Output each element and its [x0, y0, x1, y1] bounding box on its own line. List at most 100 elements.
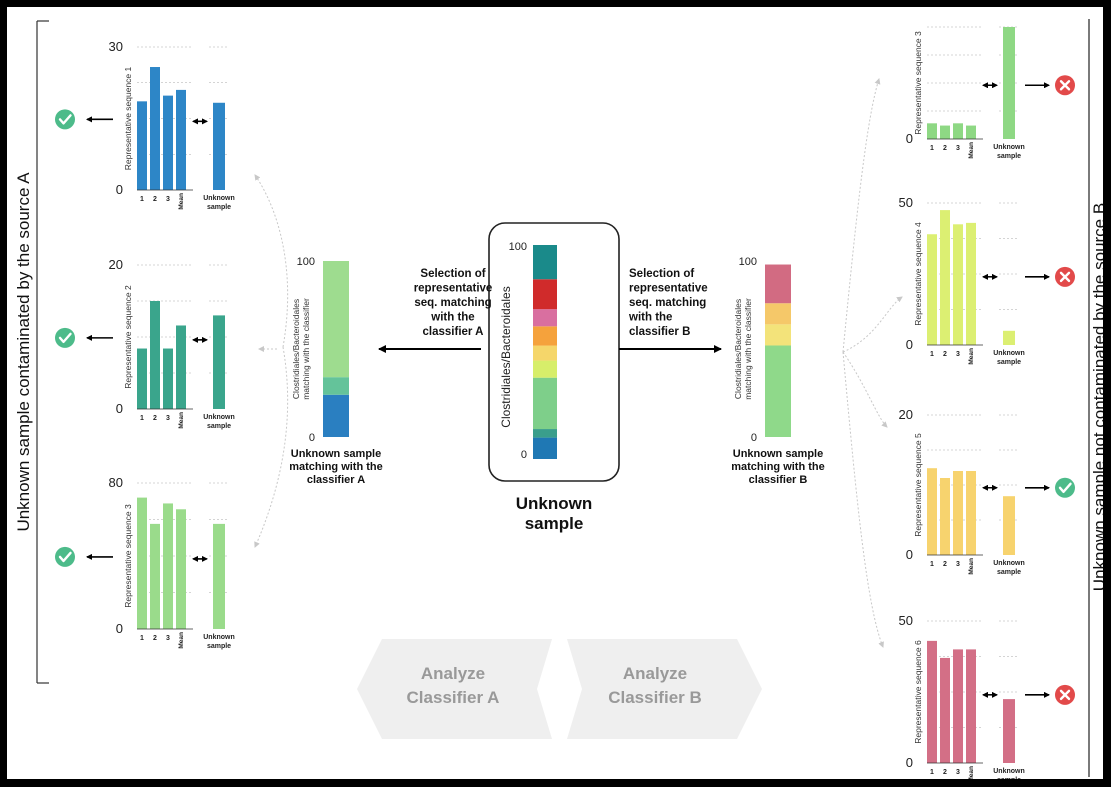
right-panel-1-bar-0 [927, 234, 937, 345]
left-panel-0-ymax: 30 [109, 39, 123, 54]
match-a-caption-2: classifier A [307, 474, 365, 486]
arrow-b-text-3: with the [628, 312, 672, 324]
right-panel-2-ymin: 0 [906, 547, 913, 562]
arrow-b-text-2: seq. matching [629, 297, 706, 309]
analyze-a-line2: Classifier A [407, 688, 500, 707]
right-panel-3-unknown-label-0: Unknown [993, 768, 1025, 775]
figure-canvas: Unknown sample contaminated by the sourc… [14, 19, 1103, 779]
right-check-icon-2 [1055, 477, 1075, 498]
right-cross-icon-0 [1055, 75, 1075, 96]
left-panel-1-ymax: 20 [109, 257, 123, 272]
right-panel-3-ymax: 50 [899, 613, 913, 628]
left-side-label: Unknown sample contaminated by the sourc… [14, 172, 33, 532]
left-panel-2-ylabel: Representative sequence 3 [123, 504, 133, 608]
right-panel-2-xlabel-0: 1 [930, 561, 934, 568]
right-panel-3-bar-3 [966, 649, 976, 763]
match-a-caption-0: Unknown sample [291, 448, 381, 460]
right-panel-0-xlabel-0: 1 [930, 145, 934, 152]
arrow-a-text-1: representative [414, 283, 493, 295]
right-panel-1-unknown-bar [1003, 330, 1015, 345]
left-panel-1-xlabel-3: Mean [178, 412, 185, 429]
right-panel-3-xlabel-0: 1 [930, 769, 934, 776]
right-panel-3-ylabel: Representative sequence 6 [913, 640, 923, 744]
left-panel-1-ymin: 0 [116, 401, 123, 416]
right-panel-3-bar-1 [940, 657, 950, 763]
match-b-segment-0 [765, 345, 791, 437]
match-b-axis-label-1: Clostridiales/Bacteroidales [733, 299, 743, 399]
match-b-axis-label-2: matching with the classifier [743, 298, 753, 400]
left-panel-2-ymin: 0 [116, 621, 123, 636]
left-bracket [36, 20, 49, 684]
right-panel-3-xlabel-2: 3 [956, 769, 960, 776]
match-a-axis-label-2: matching with the classifier [301, 298, 311, 400]
right-panel-1-bar-3 [966, 222, 976, 345]
left-panel-1-bar-0 [137, 348, 147, 409]
right-panel-1-ymax: 50 [899, 195, 913, 210]
right-panel-2-bar-2 [953, 471, 963, 555]
left-panel-1-bar-1 [150, 301, 160, 409]
center-segment-1 [533, 429, 557, 438]
left-panel-2-xlabel-1: 2 [153, 635, 157, 642]
left-panel-0-unknown-bar [213, 102, 225, 190]
right-panel-0-xlabel-1: 2 [943, 145, 947, 152]
left-panel-0-bar-2 [163, 95, 173, 190]
right-panel-2-bar-0 [927, 468, 937, 555]
left-panel-1: 1 2 3 Mean Unknown sample 20 0 Representative se… [109, 257, 235, 430]
left-panel-1-unknown-label-0: Unknown [203, 414, 235, 421]
left-panel-1-xlabel-2: 3 [166, 415, 170, 422]
left-panel-1-bar-3 [176, 325, 186, 409]
right-panel-0-bar-3 [966, 125, 976, 139]
center-segment-0 [533, 437, 557, 459]
match-a-segment-2 [323, 261, 349, 378]
left-panel-0-xlabel-2: 3 [166, 196, 170, 203]
analyze-arrows [357, 639, 762, 739]
left-panel-0-xlabel-3: Mean [178, 193, 185, 210]
right-panel-0-unknown-bar [1003, 27, 1015, 139]
right-panel-3-ymin: 0 [906, 755, 913, 770]
center-stacked-bar [533, 245, 557, 459]
left-panel-2: 1 2 3 Mean Unknown sample 80 0 Representative se… [109, 475, 235, 650]
right-panel-1-bar-2 [953, 224, 963, 345]
right-panel-0-unknown-label-1: sample [997, 153, 1021, 160]
left-panel-0-ylabel: Representative sequence 1 [123, 66, 133, 170]
left-panel-2-bar-3 [176, 509, 186, 629]
left-panel-0-xlabel-0: 1 [140, 196, 144, 203]
right-panel-0-unknown-label-0: Unknown [993, 144, 1025, 151]
right-panel-1-xlabel-1: 2 [943, 351, 947, 358]
left-panel-0-bar-1 [150, 67, 160, 190]
right-panel-2-xlabel-1: 2 [943, 561, 947, 568]
arrow-b-text-0: Selection of [629, 268, 694, 280]
center-axis-label: Clostridiales/Bacteroidales [499, 286, 513, 427]
right-panel-2-unknown-label-0: Unknown [993, 560, 1025, 567]
left-panel-2-unknown-label-1: sample [207, 643, 231, 650]
right-panel-1-xlabel-0: 1 [930, 351, 934, 358]
right-panel-0-bar-1 [940, 125, 950, 139]
left-panel-2-xlabel-3: Mean [178, 632, 185, 649]
right-cross-icon-3 [1055, 684, 1075, 705]
match-a-tick-top: 100 [297, 256, 315, 268]
right-panel-2-xlabel-3: Mean [968, 558, 975, 575]
arrow-a-text-2: seq. matching [414, 297, 491, 309]
left-check-icon-1 [55, 327, 75, 348]
right-panel-3: 1 2 3 Mean Unknown sample 50 0 Representative se… [899, 613, 1025, 779]
left-panel-2-unknown-label-0: Unknown [203, 634, 235, 641]
right-panel-1: 1 2 3 Mean Unknown sample 50 0 Representative se… [899, 195, 1025, 366]
left-panel-2-bar-2 [163, 503, 173, 629]
right-panel-2-ymax: 20 [899, 407, 913, 422]
right-panel-2-xlabel-2: 3 [956, 561, 960, 568]
right-panel-3-unknown-bar [1003, 699, 1015, 763]
right-panel-3-bar-2 [953, 649, 963, 763]
right-panel-1-xlabel-3: Mean [968, 348, 975, 365]
center-segment-5 [533, 326, 557, 346]
right-panel-3-unknown-label-1: sample [997, 777, 1021, 779]
center-box [488, 222, 620, 482]
left-panel-2-bar-1 [150, 523, 160, 629]
left-panel-2-bar-0 [137, 497, 147, 629]
right-cross-icon-1 [1055, 266, 1075, 287]
left-panel-1-unknown-label-1: sample [207, 423, 231, 430]
analyze-a-line1: Analyze [421, 664, 485, 683]
right-panel-0-xlabel-2: 3 [956, 145, 960, 152]
